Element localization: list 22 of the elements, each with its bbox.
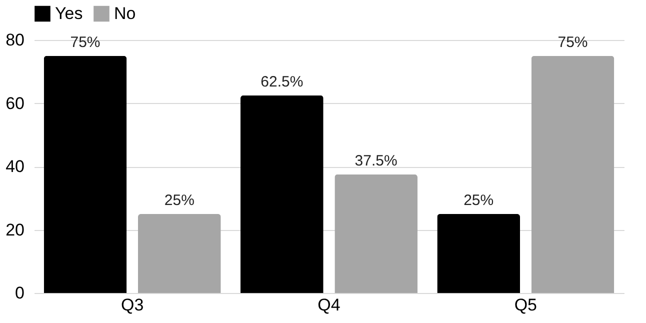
y-tick-label: 60 [6,94,24,113]
legend-label: Yes [55,4,83,23]
x-tick-label: Q4 [318,296,340,314]
data-label: 25% [164,192,194,209]
data-label: 62.5% [260,73,304,90]
bar [138,214,221,293]
data-label: 25% [464,192,494,209]
x-tick-label: Q3 [120,296,144,314]
y-tick-label: 20 [6,220,24,240]
bar [44,56,127,293]
data-label: 75% [70,34,100,51]
bar [531,56,614,293]
bar [437,214,520,293]
x-tick-label: Q5 [514,296,538,314]
data-label: 75% [558,34,588,51]
legend-label: No [114,4,136,23]
bar [334,174,418,293]
y-tick-label: 80 [6,30,24,50]
bar [240,95,324,293]
y-tick-label: 0 [15,284,24,302]
y-tick-label: 40 [6,157,24,176]
data-label: 37.5% [354,152,398,170]
